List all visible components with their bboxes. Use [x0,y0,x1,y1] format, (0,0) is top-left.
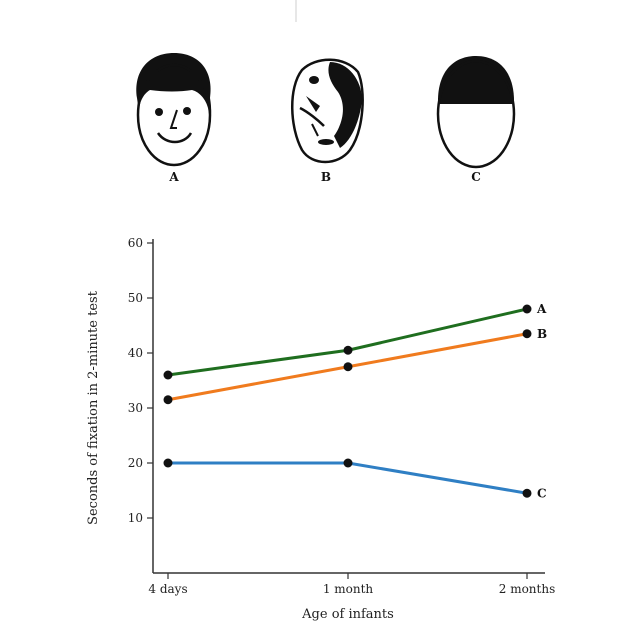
y-tick-label: 10 [128,511,143,525]
data-point-b [522,329,532,339]
ticks-layer: 10 20 30 40 50 60 4 days 1 month 2 months [128,236,556,596]
x-tick-label: 1 month [323,582,374,596]
y-tick-label: 30 [128,401,143,415]
y-axis-title: Seconds of fixation in 2-minute test [86,290,101,525]
y-tick-label: 40 [128,346,143,360]
face-b-label: B [321,170,331,184]
data-point-c [343,458,353,468]
series-points [163,304,532,498]
series-line-c [168,461,528,495]
face-a-illustration [136,53,212,167]
data-point-c [163,458,173,468]
y-tick-label: 50 [128,291,143,305]
series-label-b: B [537,327,547,341]
data-point-a [522,304,532,314]
face-b-illustration [291,58,364,164]
data-point-a [343,345,353,355]
series-label-a: A [536,302,547,316]
x-tick-label: 2 months [499,582,556,596]
data-point-c [522,488,532,498]
data-point-b [163,395,173,405]
face-c-illustration [436,56,516,169]
x-tick-label: 4 days [148,582,187,596]
x-axis-title: Age of infants [301,607,394,622]
data-point-a [163,370,173,380]
y-tick-label: 60 [128,236,143,250]
y-tick-label: 20 [128,456,143,470]
face-c-label: C [471,170,481,184]
face-a-label: A [168,170,179,184]
data-point-b [343,362,353,372]
series-label-c: C [537,486,547,500]
series-labels: AB C [536,302,547,500]
